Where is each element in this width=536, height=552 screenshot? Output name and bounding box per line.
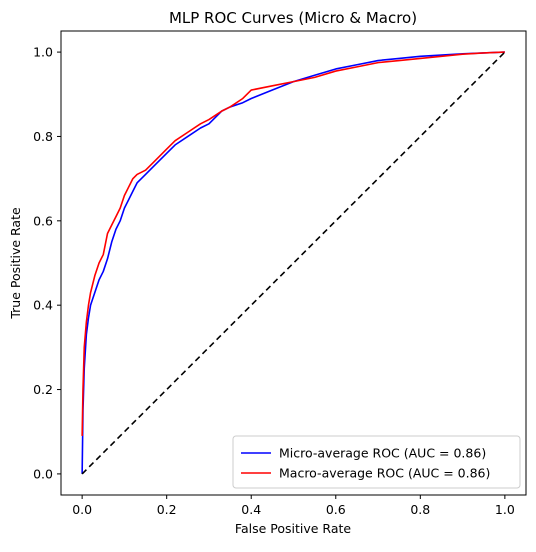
y-tick-label: 0.8 bbox=[33, 129, 53, 144]
x-tick-label: 0.0 bbox=[72, 502, 92, 517]
legend: Micro-average ROC (AUC = 0.86) Macro-ave… bbox=[233, 436, 520, 488]
legend-label-micro: Micro-average ROC (AUC = 0.86) bbox=[279, 446, 486, 461]
x-tick-label: 0.6 bbox=[326, 502, 346, 517]
y-tick-label: 0.0 bbox=[33, 466, 53, 481]
x-tick-label: 0.2 bbox=[157, 502, 177, 517]
y-axis-label: True Positive Rate bbox=[8, 207, 23, 320]
x-tick-label: 0.4 bbox=[241, 502, 261, 517]
y-tick-label: 0.6 bbox=[33, 213, 53, 228]
y-tick-label: 1.0 bbox=[33, 45, 53, 60]
y-tick-label: 0.4 bbox=[33, 298, 53, 313]
y-tick-label: 0.2 bbox=[33, 382, 53, 397]
x-axis-label: False Positive Rate bbox=[235, 521, 351, 536]
x-tick-label: 1.0 bbox=[495, 502, 515, 517]
chart-title: MLP ROC Curves (Micro & Macro) bbox=[169, 9, 417, 27]
legend-label-macro: Macro-average ROC (AUC = 0.86) bbox=[279, 466, 490, 481]
plot-background bbox=[61, 31, 526, 495]
plot-area bbox=[61, 31, 526, 495]
x-tick-label: 0.8 bbox=[410, 502, 430, 517]
